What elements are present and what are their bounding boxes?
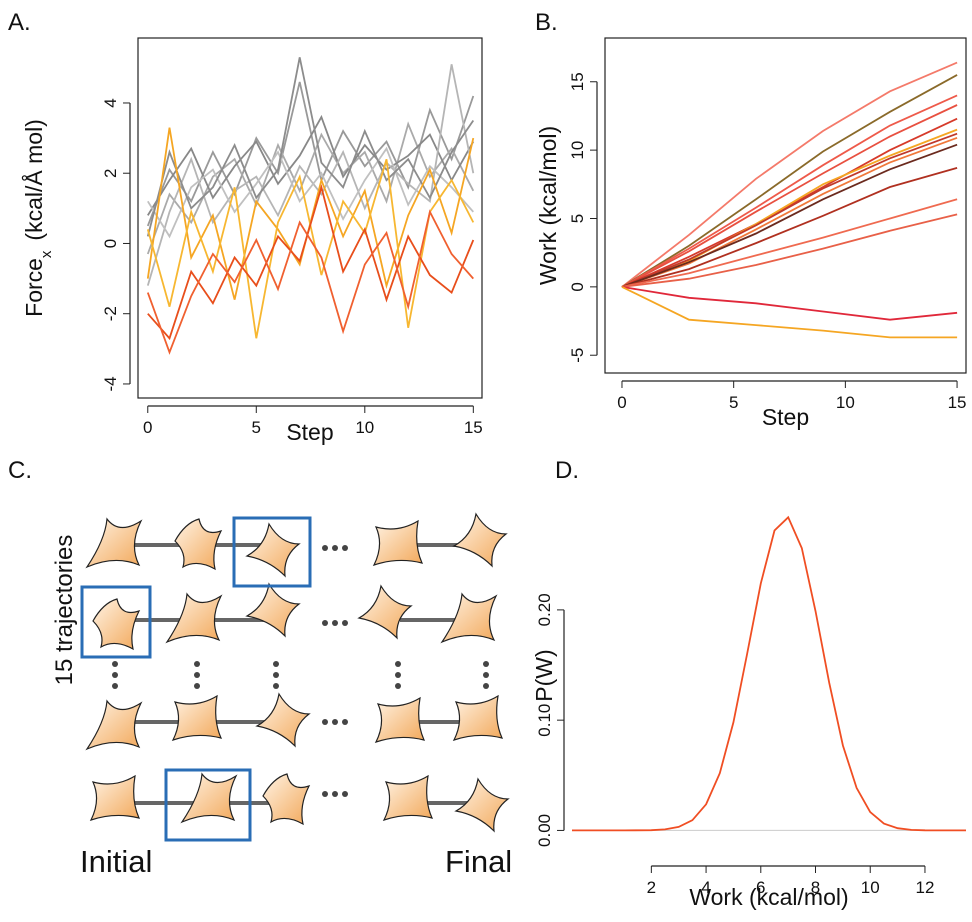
end-label: Final: [445, 844, 512, 879]
y-axis-label-part: P(W): [531, 649, 557, 701]
panel-label: B.: [535, 9, 558, 36]
chart-panel: A. 0 5 10 15 -4 -2 0 2 4 Step Forcex (kcal/Å mol): [8, 9, 483, 445]
y-tick-label: 15: [568, 72, 587, 91]
start-label: Initial: [80, 844, 152, 879]
x-axis-label: Step: [286, 419, 333, 445]
y-tick-label: 2: [101, 168, 120, 177]
x-tick-label: 0: [143, 418, 152, 437]
y-tick-label: 0: [101, 239, 120, 248]
series-line: [621, 286, 958, 321]
y-tick-label: -2: [101, 306, 120, 321]
chart-panel: B. 0 5 10 15 -5 0 5 10 15 Step Work (kcal/mol): [535, 9, 967, 430]
y-tick-label: 0.00: [535, 814, 554, 847]
x-tick-label: 4: [701, 878, 710, 897]
series-line: [621, 143, 958, 288]
diagram: C. 15 trajectories Initial Final: [8, 457, 512, 879]
x-tick-label: 12: [915, 878, 934, 897]
x-tick-label: 8: [811, 878, 820, 897]
chart-panel: D. 2 4 6 8 10 12 0.00 0.10 0.20 Work (kcal/mol) P(W…: [531, 457, 966, 910]
highlight-box: [164, 768, 252, 842]
series-line: [621, 104, 958, 288]
x-axis-label: Step: [762, 404, 809, 430]
y-tick-label: 0.20: [535, 593, 554, 626]
series-line: [621, 94, 958, 288]
highlight-box: [232, 516, 312, 588]
x-tick-label: 5: [252, 418, 261, 437]
y-axis-label-part: Force: [21, 258, 47, 317]
series-line: [147, 114, 475, 216]
x-axis-label: Work (kcal/mol): [689, 884, 848, 910]
series-line: [621, 117, 958, 288]
y-axis-label: P(W): [531, 649, 557, 701]
y-tick-label: 10: [568, 141, 587, 160]
x-tick-label: 15: [464, 418, 483, 437]
y-axis-label: Work (kcal/mol): [535, 126, 561, 285]
series-line: [621, 167, 958, 288]
y-tick-label: 0: [568, 282, 587, 291]
series-line: [621, 286, 958, 339]
x-tick-label: 10: [836, 393, 855, 412]
series-line: [146, 121, 475, 255]
y-axis-label: Forcex (kcal/Å mol): [20, 119, 55, 317]
series-line: [621, 128, 958, 288]
y-axis-label-part: (kcal/Å mol): [20, 119, 47, 240]
series-line: [621, 136, 958, 288]
series-line: [621, 61, 958, 288]
plot-frame: [604, 37, 967, 374]
series-line: [621, 213, 958, 288]
side-label: 15 trajectories: [51, 535, 78, 686]
connectors: [115, 543, 478, 805]
conformations: [86, 513, 509, 832]
y-tick-label: 4: [101, 98, 120, 107]
plot-frame: [137, 37, 483, 399]
series-line: [621, 132, 958, 288]
panel-label: D.: [555, 457, 579, 484]
series-line: [147, 146, 474, 239]
x-tick-label: 15: [948, 393, 967, 412]
series-line: [146, 209, 474, 355]
y-tick-label: -5: [568, 348, 587, 363]
y-tick-label: 5: [568, 214, 587, 223]
series-line: [572, 515, 966, 832]
y-tick-label: 0.10: [535, 704, 554, 737]
panel-label: C.: [8, 457, 32, 484]
ellipsis: [112, 545, 489, 797]
x-tick-label: 6: [756, 878, 765, 897]
x-tick-label: 5: [729, 393, 738, 412]
series-line: [621, 74, 958, 288]
x-tick-label: 0: [617, 393, 626, 412]
x-tick-label: 10: [861, 878, 880, 897]
series-line: [621, 198, 958, 288]
series-line: [146, 57, 475, 237]
highlight-box: [80, 585, 152, 659]
x-tick-label: 10: [355, 418, 374, 437]
y-axis-label-part: Work (kcal/mol): [535, 126, 561, 285]
series-line: [146, 127, 475, 300]
y-tick-label: -4: [101, 376, 120, 391]
y-axis-label-part: x: [38, 250, 55, 258]
panel-label: A.: [8, 9, 31, 36]
x-tick-label: 2: [647, 878, 656, 897]
